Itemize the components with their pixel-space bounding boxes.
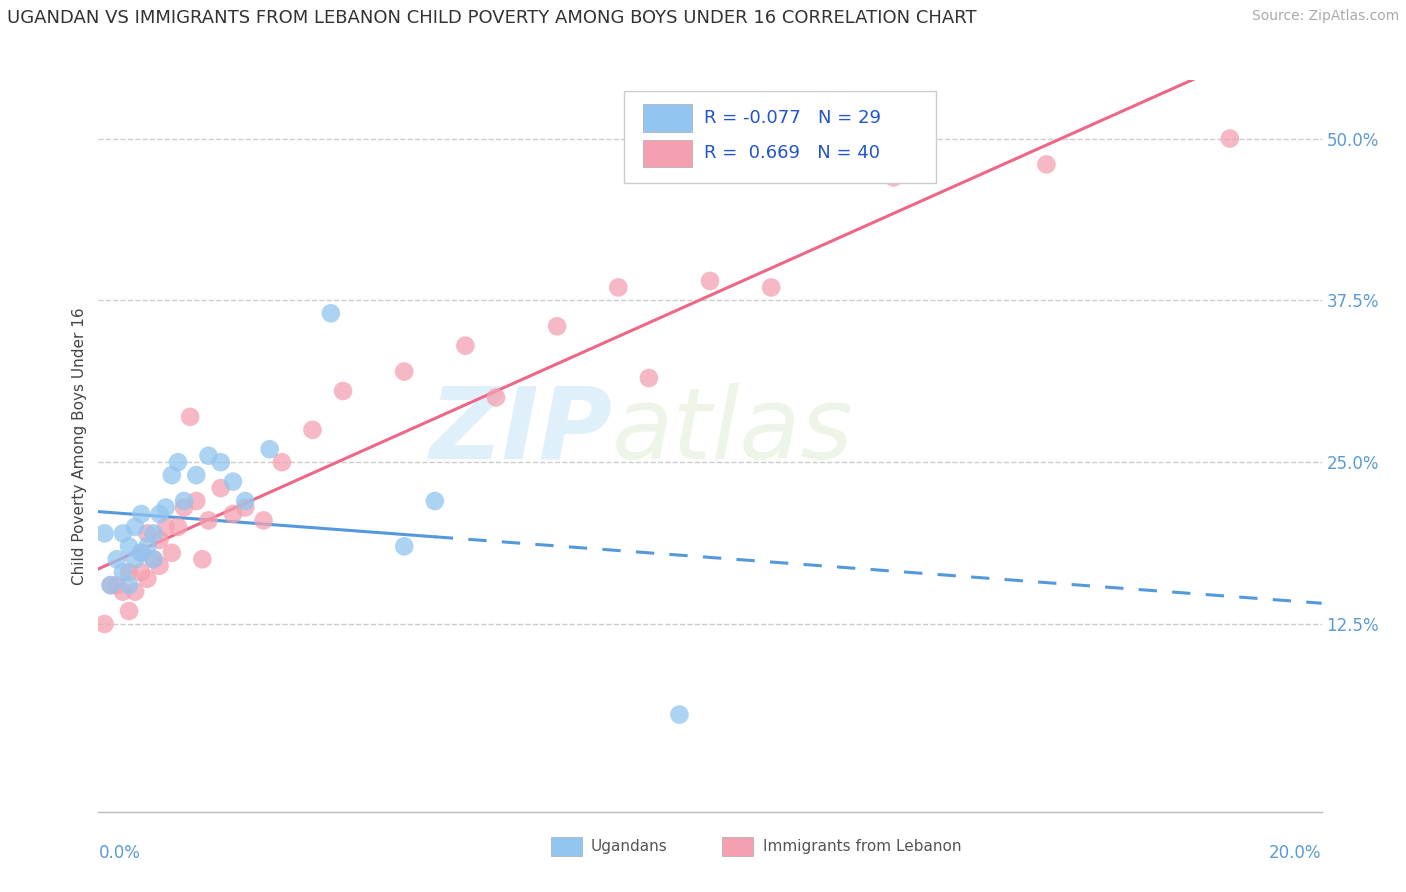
Point bbox=[129, 566, 152, 580]
Point bbox=[179, 409, 201, 424]
Point bbox=[136, 526, 159, 541]
Point bbox=[142, 552, 165, 566]
Point bbox=[222, 507, 245, 521]
Point bbox=[301, 423, 323, 437]
Point bbox=[142, 526, 165, 541]
FancyBboxPatch shape bbox=[551, 838, 582, 855]
Point bbox=[191, 552, 214, 566]
Text: Source: ZipAtlas.com: Source: ZipAtlas.com bbox=[1251, 9, 1399, 23]
Point bbox=[118, 578, 141, 592]
Text: R =  0.669   N = 40: R = 0.669 N = 40 bbox=[704, 145, 880, 162]
Point bbox=[173, 500, 195, 515]
Y-axis label: Child Poverty Among Boys Under 16: Child Poverty Among Boys Under 16 bbox=[72, 307, 87, 585]
Point bbox=[759, 280, 782, 294]
Point bbox=[423, 494, 446, 508]
Point bbox=[124, 520, 146, 534]
Point bbox=[392, 365, 416, 379]
Point bbox=[883, 170, 905, 185]
Text: UGANDAN VS IMMIGRANTS FROM LEBANON CHILD POVERTY AMONG BOYS UNDER 16 CORRELATION: UGANDAN VS IMMIGRANTS FROM LEBANON CHILD… bbox=[7, 9, 977, 27]
Point bbox=[129, 546, 152, 560]
Point bbox=[149, 558, 172, 573]
Point bbox=[209, 481, 232, 495]
Point bbox=[332, 384, 354, 398]
Point bbox=[124, 584, 146, 599]
Point bbox=[105, 578, 128, 592]
FancyBboxPatch shape bbox=[723, 838, 752, 855]
Text: 20.0%: 20.0% bbox=[1270, 844, 1322, 862]
Point bbox=[485, 391, 508, 405]
Point bbox=[124, 552, 146, 566]
Point bbox=[142, 552, 165, 566]
Point bbox=[118, 566, 141, 580]
Point bbox=[93, 617, 115, 632]
Point bbox=[454, 339, 477, 353]
Point bbox=[252, 513, 274, 527]
Point bbox=[270, 455, 292, 469]
Point bbox=[105, 552, 128, 566]
Text: Ugandans: Ugandans bbox=[591, 839, 666, 855]
Point bbox=[160, 546, 183, 560]
Point bbox=[186, 468, 208, 483]
Point bbox=[129, 507, 152, 521]
Point bbox=[319, 306, 342, 320]
Point bbox=[129, 546, 152, 560]
Point bbox=[149, 507, 172, 521]
Point bbox=[149, 533, 172, 547]
Point bbox=[637, 371, 661, 385]
Point bbox=[668, 707, 690, 722]
Point bbox=[607, 280, 630, 294]
Point bbox=[136, 539, 159, 553]
Point bbox=[186, 494, 208, 508]
Point bbox=[209, 455, 232, 469]
Point bbox=[167, 455, 190, 469]
Point bbox=[136, 572, 159, 586]
Point bbox=[259, 442, 281, 457]
Text: Immigrants from Lebanon: Immigrants from Lebanon bbox=[762, 839, 962, 855]
FancyBboxPatch shape bbox=[643, 104, 692, 132]
Point bbox=[100, 578, 122, 592]
Point bbox=[93, 526, 115, 541]
Point bbox=[1035, 157, 1057, 171]
Point bbox=[546, 319, 568, 334]
Point bbox=[118, 604, 141, 618]
Point bbox=[233, 500, 256, 515]
Point bbox=[699, 274, 721, 288]
Point bbox=[118, 539, 141, 553]
Point bbox=[1219, 131, 1241, 145]
Text: ZIP: ZIP bbox=[429, 383, 612, 480]
Point bbox=[111, 526, 134, 541]
Point bbox=[111, 566, 134, 580]
Point bbox=[100, 578, 122, 592]
Text: 0.0%: 0.0% bbox=[98, 844, 141, 862]
Point bbox=[167, 520, 190, 534]
Point bbox=[173, 494, 195, 508]
Point bbox=[160, 468, 183, 483]
Point bbox=[197, 513, 219, 527]
Text: atlas: atlas bbox=[612, 383, 853, 480]
Point bbox=[392, 539, 416, 553]
Point bbox=[197, 449, 219, 463]
Point bbox=[222, 475, 245, 489]
Point bbox=[111, 584, 134, 599]
Text: R = -0.077   N = 29: R = -0.077 N = 29 bbox=[704, 110, 882, 128]
Point bbox=[155, 520, 177, 534]
FancyBboxPatch shape bbox=[643, 139, 692, 168]
Point bbox=[233, 494, 256, 508]
FancyBboxPatch shape bbox=[624, 91, 936, 183]
Point bbox=[155, 500, 177, 515]
